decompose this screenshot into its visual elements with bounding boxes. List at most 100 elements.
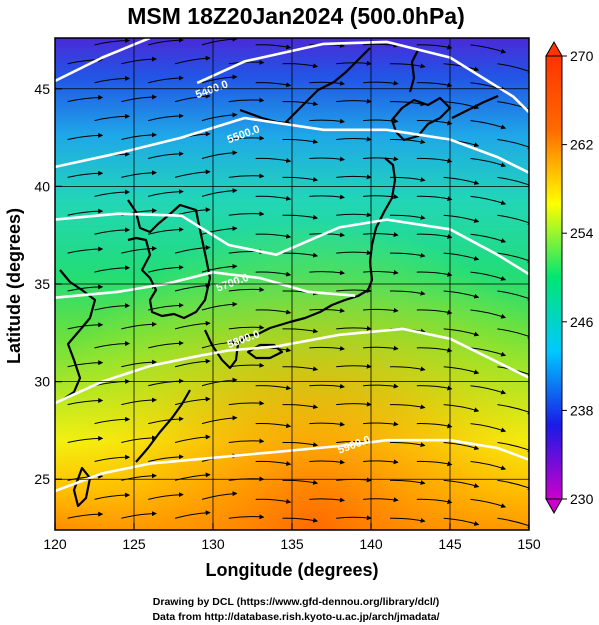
streamline-arrow	[309, 383, 345, 389]
streamline-arrow	[363, 194, 399, 200]
streamline-arrow	[416, 157, 453, 164]
streamline-arrow	[94, 189, 131, 197]
streamline-arrow	[228, 400, 265, 406]
streamline-arrow	[255, 423, 292, 429]
streamlines	[67, 38, 529, 528]
streamline-arrow	[443, 517, 480, 526]
streamline-arrow	[389, 479, 426, 485]
streamline-arrow	[389, 214, 426, 220]
streamline-arrow	[282, 366, 319, 372]
streamline-arrow	[443, 252, 480, 261]
streamline-arrow	[67, 132, 104, 141]
streamline-arrow	[121, 359, 157, 368]
streamline-arrow	[336, 250, 372, 256]
streamline-arrow	[470, 385, 507, 395]
streamline-arrow	[121, 132, 157, 141]
streamline-arrow	[255, 82, 292, 88]
credit-drawing: Drawing by DCL (https://www.gfd-dennou.o…	[153, 596, 439, 608]
streamline-arrow	[228, 324, 265, 330]
streamline-arrow	[336, 401, 372, 407]
streamline-arrow	[148, 264, 184, 273]
x-axis: 120 125 130 135 140 145 150	[43, 523, 541, 552]
coastlines	[59, 47, 499, 508]
lat-lon-grid	[55, 38, 529, 530]
streamline-arrow	[201, 226, 238, 235]
streamline-arrow	[443, 290, 480, 299]
streamline-arrow	[201, 112, 238, 122]
streamline-arrow	[497, 517, 529, 528]
streamline-arrow	[282, 214, 319, 220]
streamline-arrow	[363, 307, 399, 313]
streamline-arrow	[121, 473, 157, 481]
coastline-primorye	[239, 47, 371, 126]
colorbar-tick-label: 262	[570, 137, 594, 153]
streamline-arrow	[497, 252, 529, 263]
streamline-arrow	[174, 283, 211, 292]
streamline-arrow	[282, 176, 319, 182]
streamline-arrow	[201, 74, 238, 84]
y-axis: 25 30 35 40 45	[34, 81, 62, 487]
streamline-arrow	[443, 63, 480, 72]
colorbar-scale	[545, 55, 563, 500]
colorbar: 230 238 246 254 262 270	[545, 40, 594, 515]
colorbar-min-arrow	[545, 498, 563, 515]
y-tick-label: 40	[34, 178, 50, 194]
streamline-arrow	[363, 156, 399, 162]
streamline-arrow	[174, 55, 211, 65]
contour-line	[55, 116, 529, 174]
streamline-arrow	[389, 404, 426, 410]
streamline-arrow	[201, 415, 238, 425]
streamline-arrow	[389, 366, 426, 372]
coastline-kurils	[451, 94, 499, 119]
streamline-arrow	[174, 245, 211, 254]
streamline-arrow	[174, 434, 211, 444]
streamline-arrow	[416, 498, 453, 505]
streamline-arrow	[121, 94, 157, 103]
streamline-arrow	[201, 263, 238, 273]
streamline-arrow	[148, 113, 184, 122]
y-tick-label: 25	[34, 471, 50, 487]
streamline-arrow	[282, 441, 319, 448]
streamline-arrow	[228, 514, 265, 520]
streamline-arrow	[67, 284, 104, 292]
streamline-arrow	[121, 397, 157, 406]
streamline-arrow	[416, 271, 453, 277]
streamline-arrow	[416, 347, 453, 353]
streamline-arrow	[67, 170, 104, 178]
streamline-arrow	[470, 233, 507, 243]
streamline-arrow	[309, 194, 345, 200]
streamline-arrow	[148, 378, 184, 387]
streamline-arrow	[255, 309, 292, 315]
streamline-arrow	[201, 150, 238, 159]
colorbar-tick-label: 230	[570, 491, 594, 507]
streamline-arrow	[363, 80, 399, 86]
streamline-arrow	[228, 173, 265, 179]
streamline-arrow	[94, 416, 131, 425]
streamline-arrow	[470, 44, 507, 54]
streamline-arrow	[497, 404, 529, 415]
streamline-arrow	[336, 515, 372, 521]
credit-data: Data from http://database.rish.kyoto-u.a…	[152, 611, 439, 623]
streamline-arrow	[389, 252, 426, 258]
y-tick-label: 45	[34, 81, 50, 97]
colorbar-tick-label: 270	[570, 48, 594, 64]
streamline-arrow	[309, 459, 345, 465]
streamline-arrow	[174, 358, 211, 368]
contour-line	[196, 40, 529, 114]
streamline-arrow	[94, 75, 131, 84]
streamline-arrow	[174, 169, 211, 178]
streamline-arrow	[363, 42, 399, 48]
streamline-arrow	[443, 404, 480, 413]
streamline-arrow	[336, 60, 372, 66]
streamline-arrow	[255, 498, 292, 504]
streamline-arrow	[121, 511, 157, 519]
streamline-arrow	[309, 421, 345, 427]
streamline-arrow	[94, 341, 131, 349]
streamline-arrow	[497, 101, 529, 112]
streamline-arrow	[363, 383, 399, 389]
y-tick-label: 35	[34, 276, 50, 292]
streamline-arrow	[336, 325, 372, 331]
streamline-arrow	[174, 93, 211, 103]
